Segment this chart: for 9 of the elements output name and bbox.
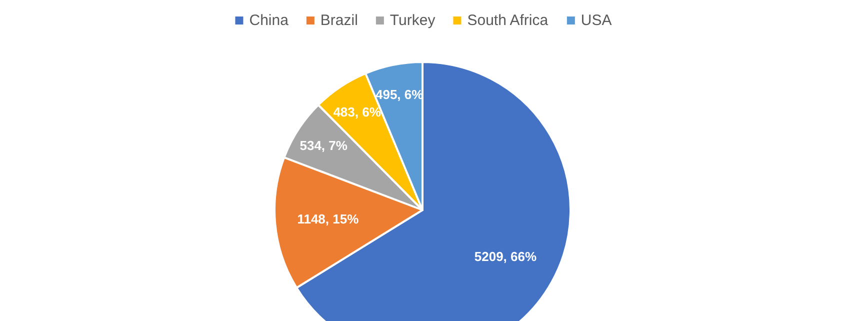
legend-label: USA [580, 12, 612, 29]
legend-label: Turkey [390, 12, 436, 29]
data-label: 483, 6% [333, 104, 382, 120]
legend-label: China [249, 12, 290, 29]
data-label: 534, 7% [300, 138, 348, 154]
legend-label: South Africa [467, 12, 549, 29]
data-label: 5209, 66% [474, 248, 537, 264]
legend-label: Brazil [320, 12, 358, 29]
data-label: 1148, 15% [297, 211, 360, 226]
